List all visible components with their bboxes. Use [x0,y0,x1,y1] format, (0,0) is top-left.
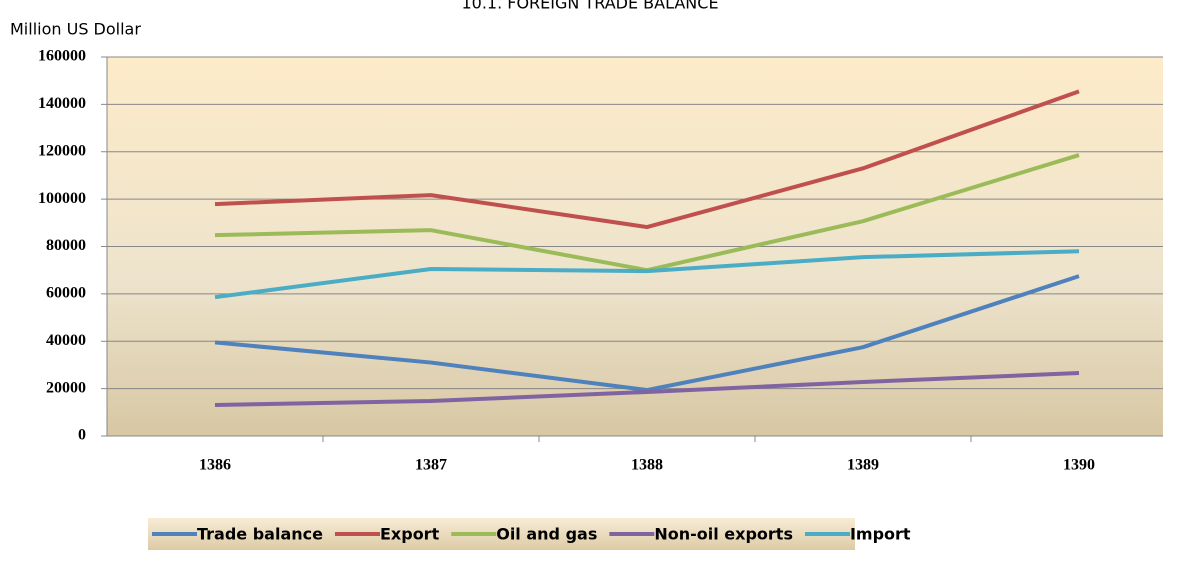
series-line [214,370,1080,407]
y-tick-label: 60000 [46,285,86,302]
legend-label: Export [380,525,440,544]
x-tick-label: 1388 [631,457,663,474]
y-tick-label: 160000 [38,48,86,65]
x-tick-label: 1390 [1063,457,1095,474]
y-axis-label: Million US Dollar [10,20,141,39]
y-tick-label: 80000 [46,237,86,254]
y-tick-label: 0 [78,427,86,444]
y-tick-label: 100000 [38,190,86,207]
legend-label: Non-oil exports [654,525,793,544]
legend-label: Trade balance [197,525,323,544]
y-tick-label: 140000 [38,95,86,112]
series-line [214,249,1080,300]
legend-label: Import [850,525,911,544]
y-tick-label: 40000 [46,332,86,349]
series-line [214,89,1080,230]
y-tick-label: 20000 [46,379,86,396]
legend [148,518,855,550]
x-tick-label: 1386 [199,457,231,474]
x-tick-label: 1389 [847,457,879,474]
x-tick-label: 1387 [415,457,447,474]
y-tick-label: 120000 [38,142,86,159]
legend-label: Oil and gas [496,525,597,544]
chart-title: 10.1. FOREIGN TRADE BALANCE [461,0,718,13]
